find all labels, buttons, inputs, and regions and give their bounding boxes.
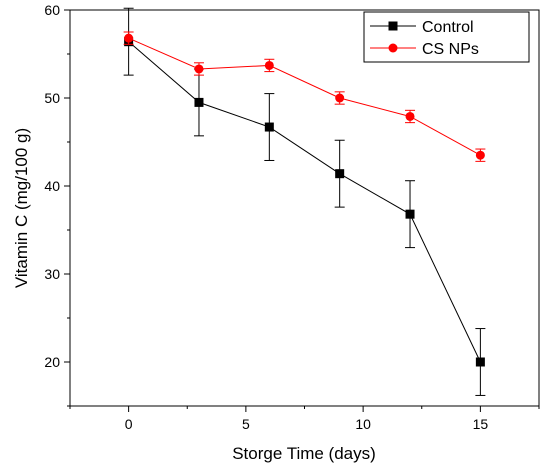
- series-line-cs-nps: [128, 37, 481, 156]
- x-tick-label: 15: [473, 416, 489, 432]
- x-axis-title: Storge Time (days): [232, 444, 376, 463]
- data-point: [194, 64, 204, 74]
- data-point: [264, 122, 274, 132]
- y-axis-title: Vitamin C (mg/100 g): [12, 128, 31, 288]
- legend-marker: [388, 21, 398, 31]
- data-point: [335, 169, 345, 179]
- data-point: [264, 60, 274, 70]
- legend-item-cs-nps: CS NPs: [370, 41, 479, 58]
- series-line-control: [128, 41, 481, 363]
- series-cs-nps: [123, 31, 486, 162]
- legend-box: [363, 11, 530, 63]
- data-point: [335, 93, 345, 103]
- data-point: [124, 33, 134, 43]
- y-tick-label: 40: [44, 178, 60, 194]
- data-point: [194, 97, 204, 107]
- legend-marker: [388, 43, 398, 53]
- data-point: [475, 357, 485, 367]
- series-control: [123, 7, 486, 396]
- legend-label: Control: [422, 19, 474, 36]
- series-layer: [123, 7, 486, 396]
- y-tick-label: 30: [44, 266, 60, 282]
- axis-ticks: 0 5 10 15 20 30 40 50 60: [44, 2, 540, 432]
- plot-frame: [69, 9, 540, 407]
- x-tick-label: 5: [242, 416, 250, 432]
- legend-item-control: Control: [370, 19, 474, 36]
- x-tick-label: 10: [355, 416, 371, 432]
- legend: Control CS NPs: [363, 11, 530, 63]
- y-tick-label: 60: [44, 2, 60, 18]
- data-point: [405, 209, 415, 219]
- x-tick-label: 0: [125, 416, 133, 432]
- data-point: [475, 150, 485, 160]
- data-point: [405, 111, 415, 121]
- y-tick-label: 50: [44, 90, 60, 106]
- legend-label: CS NPs: [422, 41, 479, 58]
- y-tick-label: 20: [44, 354, 60, 370]
